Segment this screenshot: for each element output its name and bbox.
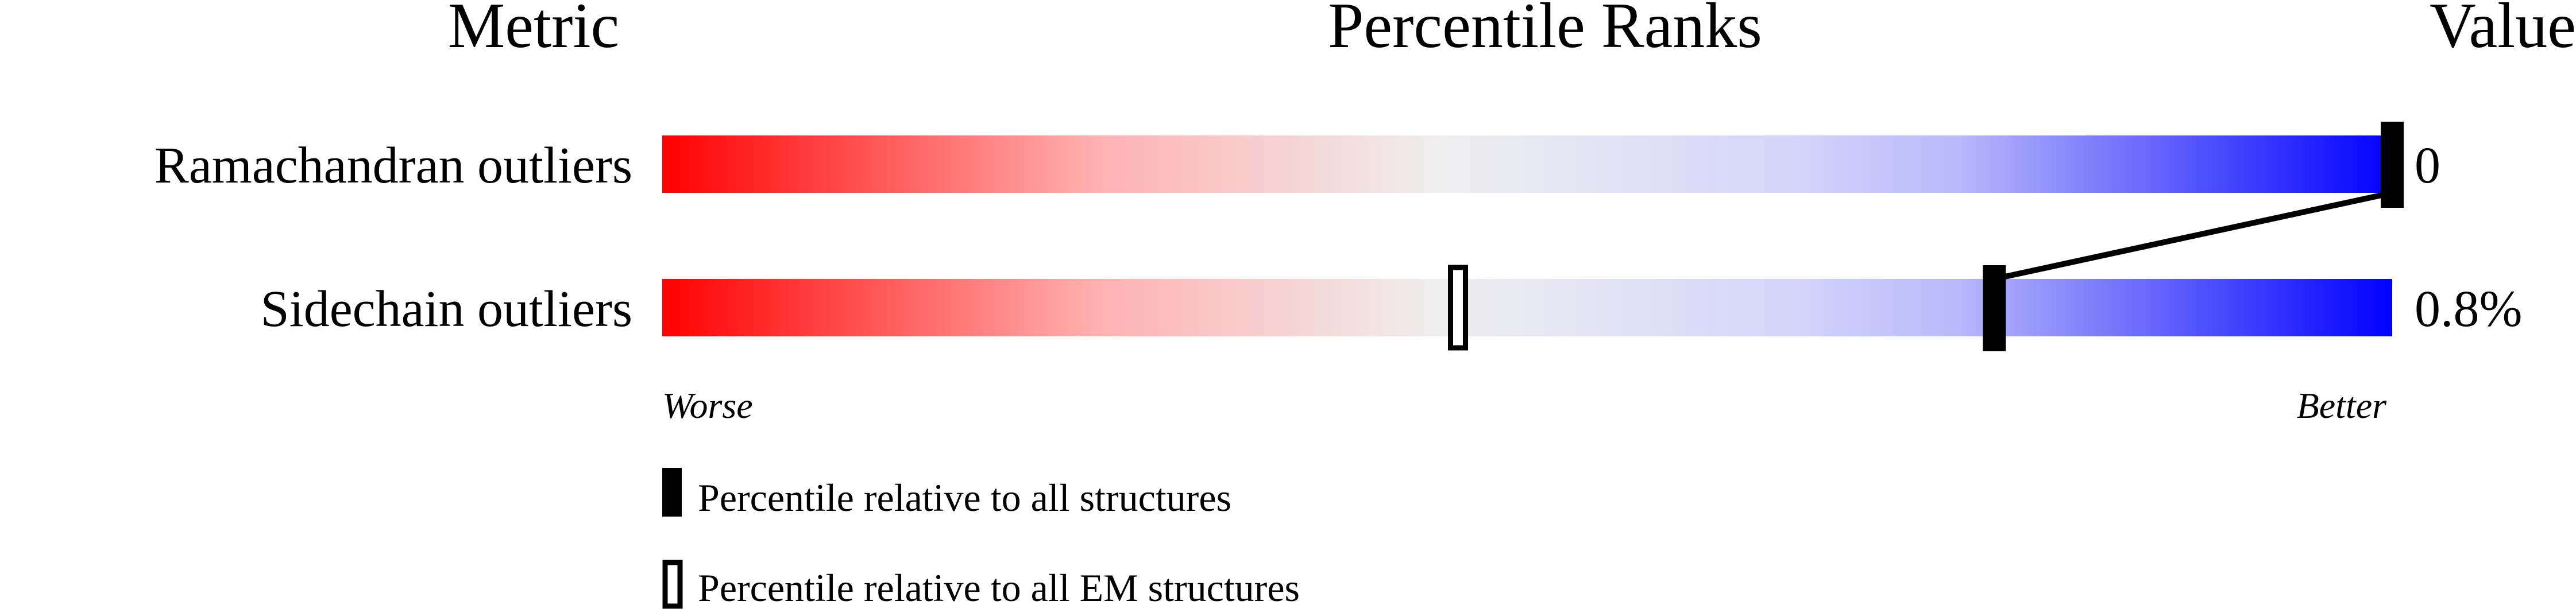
header-metric: Metric: [448, 0, 620, 61]
legend-label-all: Percentile relative to all structures: [698, 476, 1231, 519]
marker-em-structures: [1448, 265, 1469, 351]
legend-marker-em: [662, 560, 683, 609]
header-percentile-ranks: Percentile Ranks: [1328, 0, 1762, 61]
header-value: Value: [2430, 0, 2576, 61]
connector-line: [1994, 190, 2393, 282]
metric-value: 0: [2415, 137, 2440, 194]
axis-label-better: Better: [2297, 385, 2387, 426]
legend-label-em: Percentile relative to all EM structures: [698, 566, 1300, 609]
percentile-bar: [662, 279, 2392, 336]
legend-marker-all: [662, 468, 682, 517]
percentile-bar: [662, 135, 2392, 193]
metric-label: Sidechain outliers: [261, 281, 632, 338]
metric-value: 0.8%: [2415, 281, 2522, 338]
axis-label-worse: Worse: [662, 385, 753, 426]
metric-label: Ramachandran outliers: [155, 137, 632, 194]
